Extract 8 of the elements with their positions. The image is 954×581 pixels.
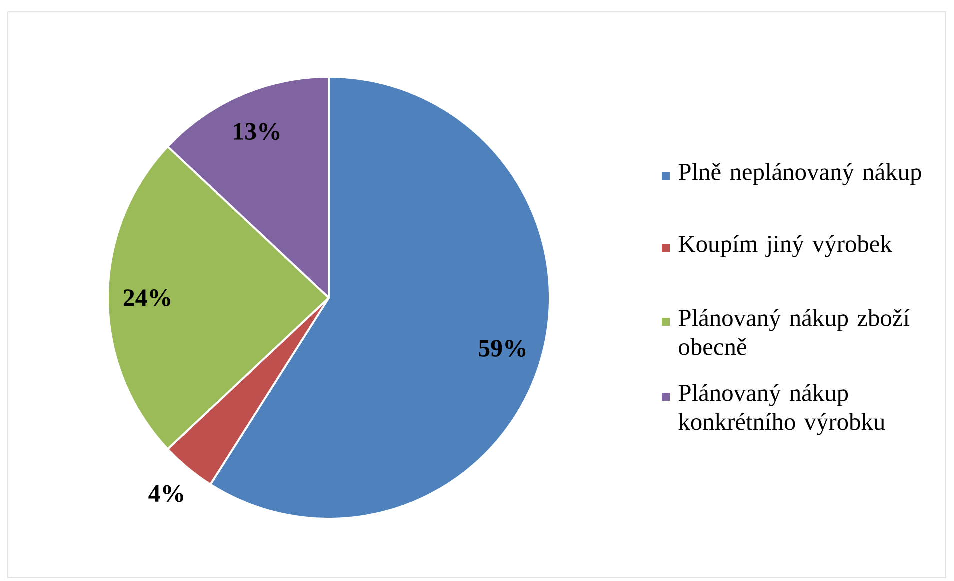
data-label: 4%: [148, 485, 184, 502]
data-label: 24%: [124, 290, 170, 306]
legend-label: Koupím jiný výrobek: [678, 235, 892, 258]
legend-label: Plánovaný nákup zboží obecně: [678, 309, 910, 356]
legend-label: Plně neplánovaný nákup: [678, 163, 922, 186]
legend-label: Plánovaný nákup konkrétního výrobku: [678, 384, 886, 436]
data-label: 59%: [479, 340, 526, 357]
data-label: 13%: [234, 123, 280, 140]
